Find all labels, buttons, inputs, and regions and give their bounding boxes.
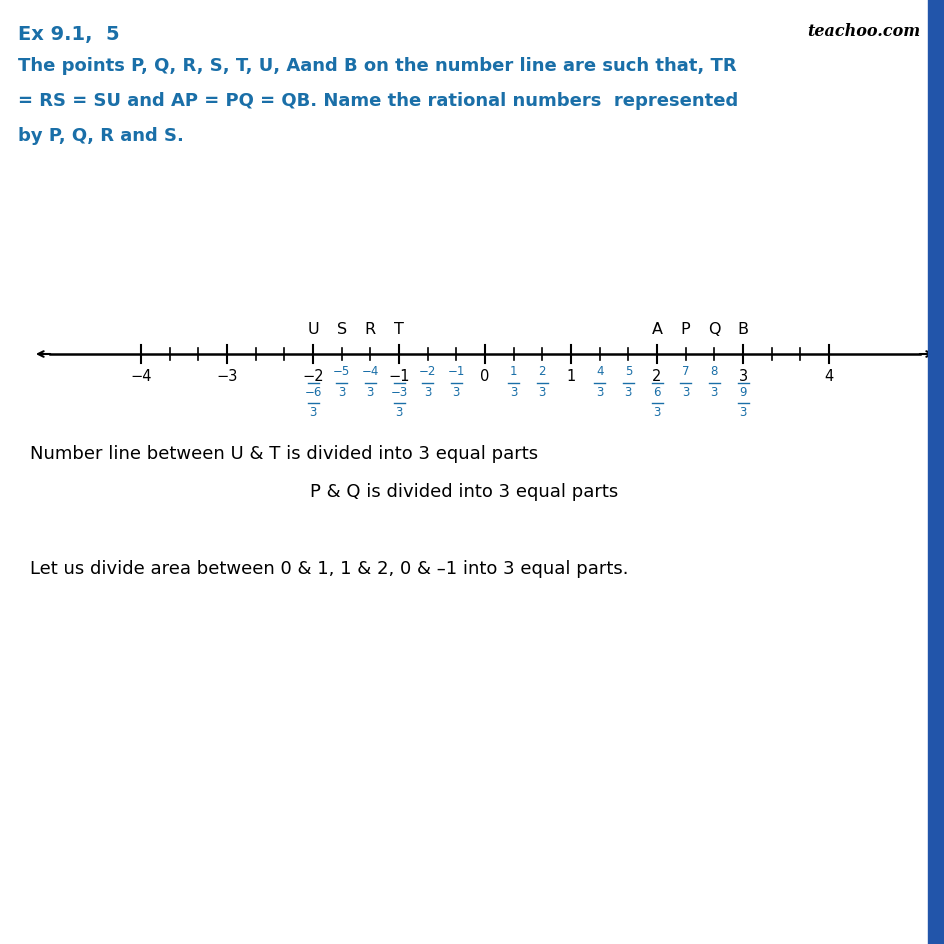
Text: 1: 1: [565, 368, 575, 383]
Text: −5: −5: [332, 365, 350, 379]
Text: S: S: [336, 322, 346, 337]
Text: 3: 3: [624, 386, 632, 399]
Text: 8: 8: [710, 365, 717, 379]
Text: 3: 3: [395, 406, 402, 419]
Text: 3: 3: [596, 386, 602, 399]
Text: = RS = SU and AP = PQ = QB. Name the rational numbers  represented: = RS = SU and AP = PQ = QB. Name the rat…: [18, 92, 737, 110]
Text: 3: 3: [366, 386, 374, 399]
Text: −2: −2: [302, 368, 324, 383]
Text: Q: Q: [707, 322, 720, 337]
Text: 3: 3: [510, 386, 516, 399]
Text: The points P, Q, R, S, T, U, Aand B on the number line are such that, TR: The points P, Q, R, S, T, U, Aand B on t…: [18, 57, 735, 75]
Text: −4: −4: [130, 368, 152, 383]
Text: −3: −3: [216, 368, 238, 383]
Text: Let us divide area between 0 & 1, 1 & 2, 0 & –1 into 3 equal parts.: Let us divide area between 0 & 1, 1 & 2,…: [30, 560, 628, 578]
Text: 3: 3: [738, 406, 746, 419]
Text: P: P: [680, 322, 690, 337]
Text: 3: 3: [652, 406, 660, 419]
Text: U: U: [307, 322, 318, 337]
Text: 6: 6: [652, 386, 660, 399]
Text: 1: 1: [510, 365, 517, 379]
Text: B: B: [736, 322, 748, 337]
Text: Ex 9.1,  5: Ex 9.1, 5: [18, 25, 120, 44]
Text: −1: −1: [447, 365, 464, 379]
Text: −4: −4: [362, 365, 379, 379]
Text: 2: 2: [538, 365, 546, 379]
Text: A: A: [650, 322, 662, 337]
Text: 3: 3: [309, 406, 316, 419]
Text: 3: 3: [424, 386, 430, 399]
Text: 3: 3: [682, 386, 688, 399]
Text: −2: −2: [418, 365, 436, 379]
Text: 5: 5: [624, 365, 632, 379]
Text: 3: 3: [710, 386, 717, 399]
Text: P & Q is divided into 3 equal parts: P & Q is divided into 3 equal parts: [310, 482, 617, 500]
Text: 9: 9: [738, 386, 746, 399]
Text: Number line between U & T is divided into 3 equal parts: Number line between U & T is divided int…: [30, 445, 537, 463]
Text: 3: 3: [452, 386, 460, 399]
Text: by P, Q, R and S.: by P, Q, R and S.: [18, 126, 184, 144]
Text: 3: 3: [538, 386, 546, 399]
Text: −3: −3: [390, 386, 407, 399]
Text: 7: 7: [682, 365, 689, 379]
Text: 3: 3: [737, 368, 747, 383]
Text: 4: 4: [596, 365, 603, 379]
Text: T: T: [394, 322, 403, 337]
Text: 0: 0: [480, 368, 489, 383]
Text: 3: 3: [338, 386, 345, 399]
Bar: [927, 0, 944, 944]
Text: −1: −1: [388, 368, 410, 383]
Text: −6: −6: [304, 386, 321, 399]
Text: 2: 2: [651, 368, 661, 383]
Text: 4: 4: [823, 368, 833, 383]
Text: R: R: [364, 322, 376, 337]
Text: teachoo.com: teachoo.com: [806, 23, 919, 40]
